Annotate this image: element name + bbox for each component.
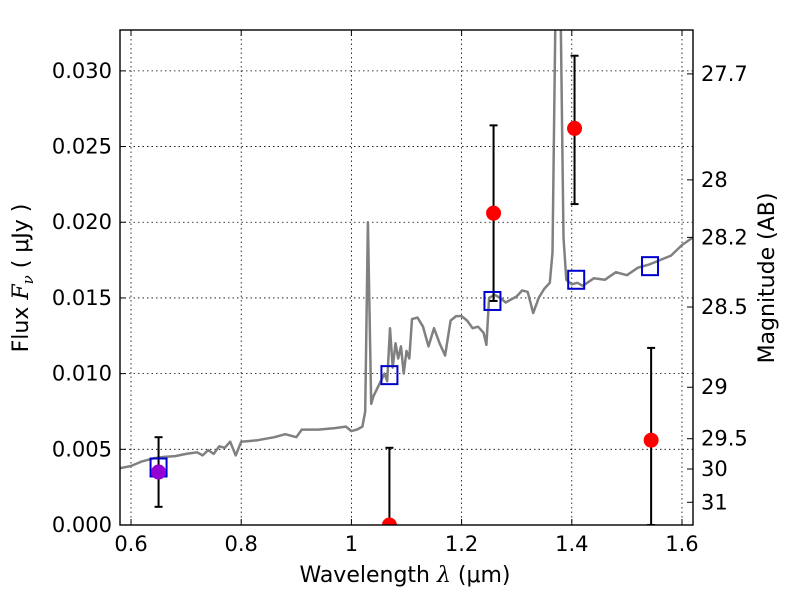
- y2-tick-label: 27.7: [701, 62, 748, 86]
- x-tick-label: 1.4: [555, 532, 588, 556]
- synthetic-flux-marker: [641, 256, 660, 277]
- synthetic-flux-marker: [483, 290, 502, 311]
- x-tick-label: 1.2: [445, 532, 478, 556]
- plot-area: [120, 30, 693, 525]
- synthetic-flux-marker: [380, 365, 399, 386]
- y-tick-label: 0.030: [52, 59, 112, 83]
- x-tick-label: 1: [345, 532, 358, 556]
- x-axis-label-unit: (μm): [451, 563, 511, 588]
- y-tick-label: 0.010: [52, 362, 112, 386]
- x-axis-label: Wavelength λ (μm): [299, 563, 510, 588]
- y2-tick-label: 29.5: [701, 427, 748, 451]
- y-tick-label: 0.020: [52, 210, 112, 234]
- observed-flux-point: [486, 205, 502, 221]
- x-tick-label: 1.6: [665, 532, 698, 556]
- y2-tick-label: 30: [701, 457, 728, 481]
- y-tick-label: 0.005: [52, 437, 112, 461]
- y2-tick-label: 28: [701, 168, 728, 192]
- y2-tick-label: 28.5: [701, 295, 748, 319]
- y-tick-label: 0.025: [52, 135, 112, 159]
- y-axis-label: Flux Fν ( μJy ): [9, 204, 37, 353]
- y-tick-label: 0.015: [52, 286, 112, 310]
- x-axis-label-symbol: λ: [436, 563, 451, 588]
- grid: [120, 30, 693, 526]
- y-axis-label-symbol: F: [9, 284, 34, 301]
- x-tick-label: 0.6: [114, 532, 147, 556]
- observed-flux-point: [643, 432, 659, 448]
- y2-tick-label: 28.2: [701, 225, 748, 249]
- observed-flux-point: [567, 120, 583, 136]
- y2-tick-label: 29: [701, 375, 728, 399]
- axes: 0.6 0.8 1 1.2 1.4 1.6 0.000 0.005 0.010 0.015 0.02…: [52, 30, 748, 556]
- synthetic-flux-marker: [567, 269, 586, 290]
- observed-flux-point: [381, 517, 397, 525]
- y-tick-label: 0.000: [52, 513, 112, 537]
- observed-flux-point: [151, 464, 167, 480]
- y2-axis-label: Magnitude (AB): [755, 193, 780, 364]
- plot-frame: [119, 29, 694, 526]
- y2-tick-label: 31: [701, 490, 728, 514]
- x-axis-label-prefix: Wavelength: [299, 563, 437, 588]
- y-axis-label-unit: ( μJy ): [9, 204, 34, 276]
- model-spectrum-line: [120, 30, 693, 470]
- y-axis-label-prefix: Flux: [9, 300, 34, 353]
- x-tick-label: 0.8: [225, 532, 258, 556]
- y-axis-label-subscript: ν: [19, 275, 37, 284]
